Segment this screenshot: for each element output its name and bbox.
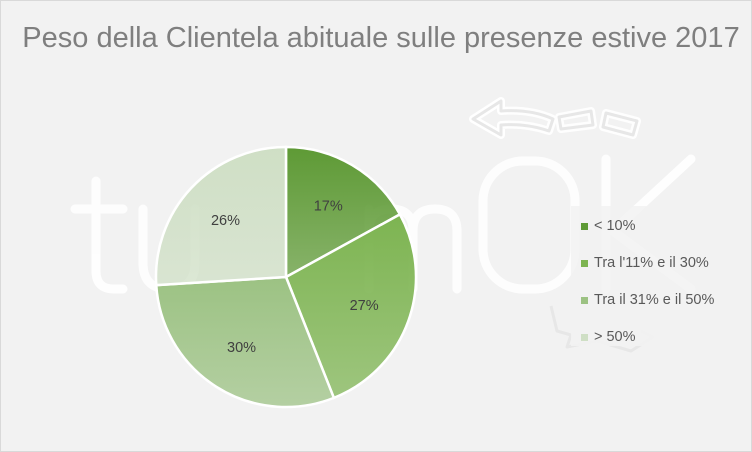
legend-label-4: > 50% xyxy=(594,329,636,345)
legend-item-3: Tra il 31% e il 50% xyxy=(581,290,714,310)
pie-slice-4 xyxy=(154,145,288,287)
legend: < 10% Tra l'11% e il 30% Tra il 31% e il 5… xyxy=(571,206,739,346)
data-label-3: 30% xyxy=(227,340,256,356)
legend-swatch-2 xyxy=(581,259,588,267)
data-label-4: 26% xyxy=(211,213,240,229)
legend-swatch-4 xyxy=(581,333,588,341)
data-label-1: 17% xyxy=(314,199,343,215)
legend-swatch-3 xyxy=(581,296,588,304)
pie-slice-2 xyxy=(284,212,418,400)
legend-item-1: < 10% xyxy=(581,216,636,236)
legend-item-2: Tra l'11% e il 30% xyxy=(581,253,709,273)
legend-item-4: > 50% xyxy=(581,327,636,347)
pie-slice-3 xyxy=(154,275,336,409)
legend-label-1: < 10% xyxy=(594,218,636,234)
legend-swatch-1 xyxy=(581,222,588,230)
chart-title: Peso della Clientela abituale sulle pres… xyxy=(22,22,740,54)
legend-label-3: Tra il 31% e il 50% xyxy=(594,292,715,308)
data-label-2: 27% xyxy=(350,298,379,314)
legend-label-2: Tra l'11% e il 30% xyxy=(594,255,709,271)
pie-slice-1 xyxy=(284,145,402,280)
